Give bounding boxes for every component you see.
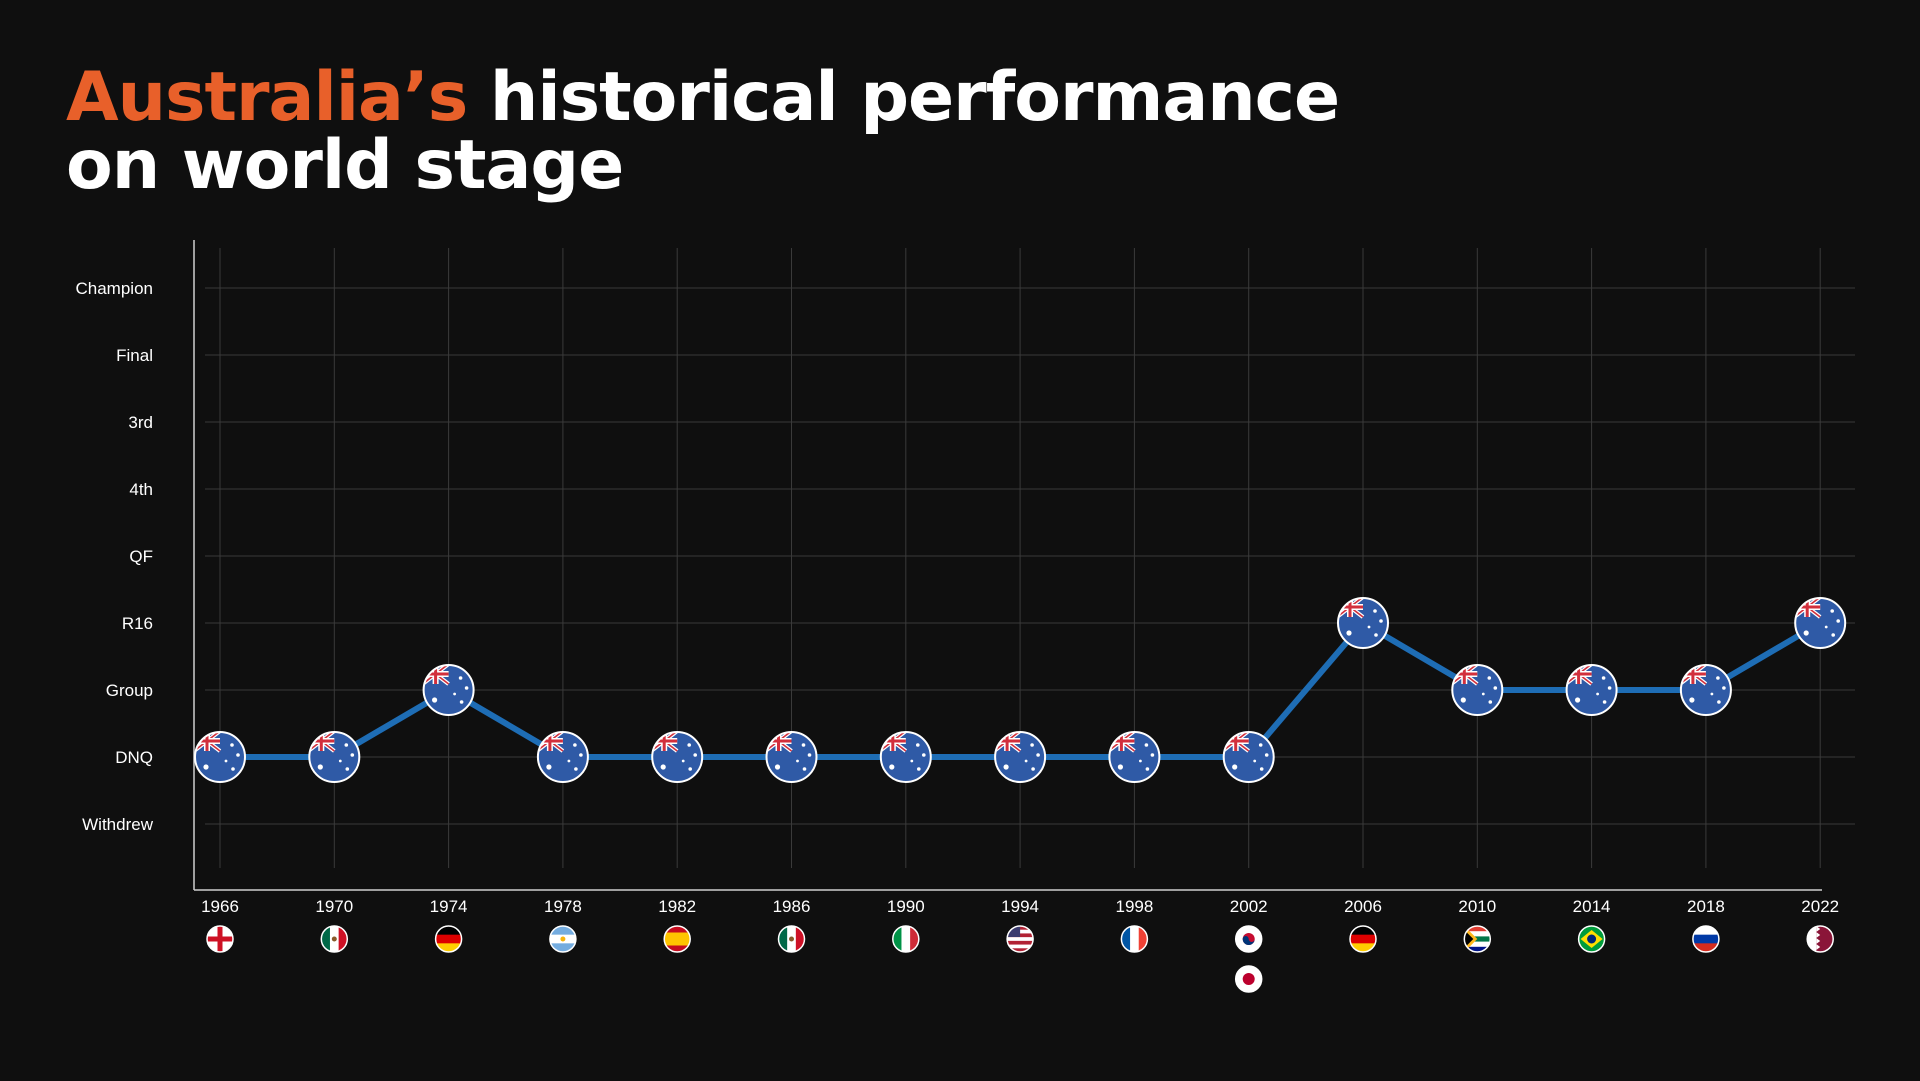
y-tick-label: Champion (76, 279, 154, 298)
title-line1-rest: historical performance (467, 58, 1340, 137)
italy-flag-icon (892, 925, 920, 953)
australia-flag-marker (879, 731, 932, 783)
y-tick-labels: Withdrew DNQ Group R16 QF 4th 3rd Final Champion (76, 279, 154, 834)
australia-flag-marker (1222, 731, 1275, 783)
x-tick-label: 1978 (544, 897, 582, 916)
mexico-flag-icon (320, 925, 349, 953)
x-tick-label: 1966 (201, 897, 239, 916)
south-korea-flag-icon (1234, 925, 1263, 953)
australia-flag-marker (308, 731, 361, 783)
australia-flag-marker (1337, 597, 1389, 649)
axes (193, 240, 1822, 891)
x-tick-label: 1994 (1001, 897, 1039, 916)
spain-flag-icon (663, 925, 691, 953)
russia-flag-icon (1692, 925, 1720, 953)
y-tick-label: Group (106, 681, 153, 700)
qatar-flag-icon (1806, 925, 1834, 953)
australia-flag-marker (536, 731, 589, 783)
germany-flag-icon (434, 925, 463, 953)
australia-flag-marker (994, 731, 1047, 783)
x-tick-label: 1970 (315, 897, 353, 916)
y-tick-label: 4th (129, 480, 153, 499)
x-tick-label: 1998 (1115, 897, 1153, 916)
y-tick-label: 3rd (128, 413, 153, 432)
mexico-flag-icon (777, 925, 806, 953)
brazil-flag-icon (1577, 925, 1606, 953)
south-africa-flag-icon (1463, 925, 1492, 953)
australia-flag-marker (1451, 664, 1504, 716)
y-tick-label: R16 (122, 614, 153, 633)
x-tick-labels: 1966 1970 1974 1978 1982 1986 1990 1994 1998 2002… (201, 897, 1839, 916)
x-tick-label: 2022 (1801, 897, 1839, 916)
x-tick-label: 2006 (1344, 897, 1382, 916)
australia-flag-marker (1108, 731, 1161, 783)
japan-flag-icon (1234, 965, 1263, 993)
australia-flag-marker (1679, 664, 1732, 716)
y-tick-label: QF (129, 547, 153, 566)
chart-title: Australia’s historical performance on wo… (66, 64, 1340, 200)
x-tick-label: 1974 (430, 897, 468, 916)
title-highlight: Australia’s (66, 58, 468, 137)
title-line2: on world stage (66, 126, 624, 205)
australia-flag-marker (422, 664, 475, 716)
australia-flag-marker (194, 731, 246, 783)
y-tick-label: Withdrew (82, 815, 154, 834)
england-flag-icon (206, 925, 234, 953)
x-tick-label: 1982 (658, 897, 696, 916)
x-tick-label: 2014 (1573, 897, 1611, 916)
x-tick-label: 2002 (1230, 897, 1268, 916)
australia-flag-marker (1565, 664, 1618, 716)
x-tick-label: 1990 (887, 897, 925, 916)
x-tick-label: 2018 (1687, 897, 1725, 916)
y-tick-label: Final (116, 346, 153, 365)
x-tick-label: 1986 (773, 897, 811, 916)
argentina-flag-icon (549, 925, 577, 953)
germany-flag-icon (1349, 925, 1377, 953)
y-tick-label: DNQ (115, 748, 153, 767)
australia-flag-marker (1794, 597, 1847, 649)
australia-flag-marker (651, 731, 704, 783)
australia-flag-marker (765, 731, 818, 783)
usa-flag-icon (1006, 925, 1034, 953)
france-flag-icon (1120, 925, 1149, 953)
x-tick-label: 2010 (1458, 897, 1496, 916)
host-flags (206, 925, 1834, 993)
